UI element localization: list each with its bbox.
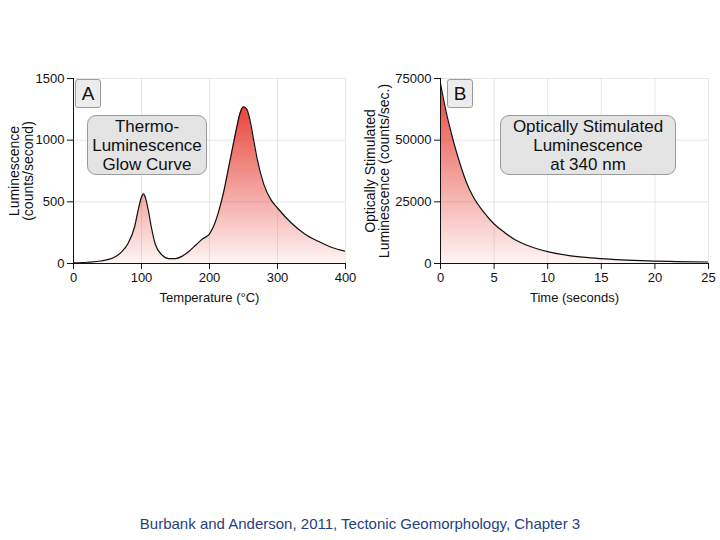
svg-text:0: 0 [437, 270, 444, 285]
svg-text:300: 300 [267, 270, 289, 285]
html-text:Thermo- Luminescence Glow Curv: Thermo- Luminescence Glow Curve [92, 116, 202, 174]
svg-text:1500: 1500 [36, 71, 65, 86]
svg-text:25000: 25000 [395, 194, 431, 209]
svg-text:400: 400 [335, 270, 357, 285]
svg-text:Luminescence(counts/second): Luminescence(counts/second) [6, 121, 36, 221]
html-text:Burbank and Anderson, 2011, Te: Burbank and Anderson, 2011, Tectonic Geo… [139, 515, 581, 532]
svg-text:Time (seconds): Time (seconds) [530, 290, 619, 305]
svg-text:75000: 75000 [395, 71, 431, 86]
svg-text:25: 25 [701, 270, 715, 285]
svg-text:100: 100 [131, 270, 153, 285]
svg-text:500: 500 [43, 194, 65, 209]
html-text:Optically Stimulated Luminesce: Optically Stimulated Luminescence at 340… [512, 116, 664, 174]
html-text:B: B [453, 83, 467, 104]
svg-text:0: 0 [70, 270, 77, 285]
svg-text:200: 200 [199, 270, 221, 285]
svg-text:50000: 50000 [395, 132, 431, 147]
html-text:A: A [81, 83, 95, 104]
svg-text:1000: 1000 [36, 132, 65, 147]
svg-text:0: 0 [57, 256, 64, 271]
svg-text:20: 20 [648, 270, 662, 285]
svg-text:0: 0 [424, 256, 431, 271]
svg-text:15: 15 [594, 270, 608, 285]
svg-text:5: 5 [490, 270, 497, 285]
svg-text:Temperature (°C): Temperature (°C) [160, 290, 260, 305]
svg-text:10: 10 [540, 270, 554, 285]
svg-text:Optically StimulatedLuminescen: Optically StimulatedLuminescence (counts… [362, 84, 392, 258]
